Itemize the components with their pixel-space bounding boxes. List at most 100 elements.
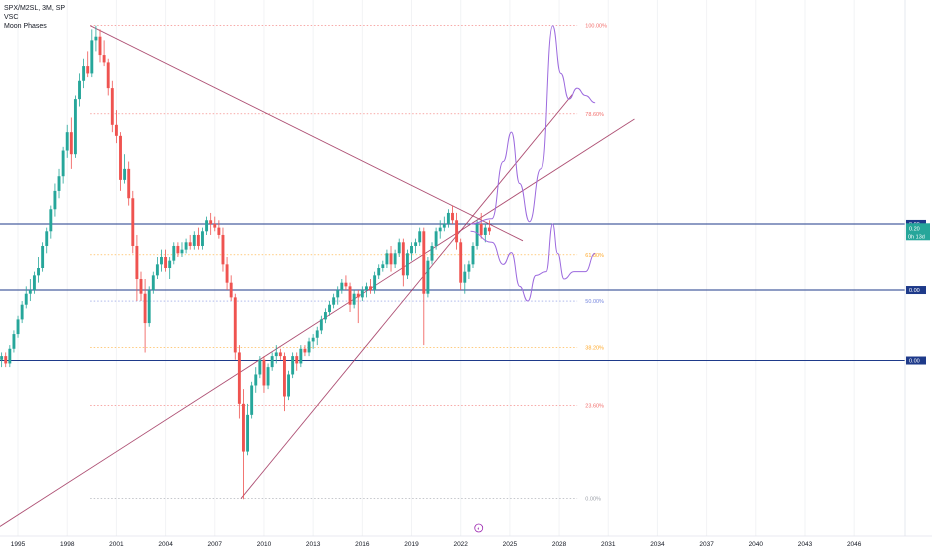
x-tick-label: 2028 (552, 541, 567, 548)
candle-body (451, 212, 454, 221)
candle-body (422, 231, 426, 294)
candle-body (299, 348, 303, 364)
candle-body (176, 245, 180, 254)
candle-body (274, 352, 278, 357)
chart-legend: SPX/M2SL, 3M, SP VSC Moon Phases (4, 4, 65, 31)
indicator-vsc[interactable]: VSC (4, 14, 19, 21)
candle-body (303, 348, 307, 353)
x-tick-label: 2016 (355, 541, 370, 548)
candle-body (225, 264, 229, 283)
candle-body (4, 356, 8, 364)
candle-body (246, 414, 250, 452)
projection-path-upper (470, 25, 596, 225)
candle-body (16, 319, 20, 335)
candle-body (192, 234, 196, 246)
candle-body (348, 286, 352, 305)
candle-body (110, 88, 114, 125)
candle-body (184, 242, 188, 250)
candle-body (151, 275, 155, 291)
candle-body (266, 367, 270, 386)
x-tick-label: 2019 (404, 541, 419, 548)
candle-body (32, 275, 36, 291)
x-tick-label: 1995 (11, 541, 26, 548)
line-price-label: 0.00 (909, 288, 920, 294)
symbol-title[interactable]: SPX/M2SL, 3M, SP (4, 5, 66, 12)
candle-body (78, 80, 81, 100)
candle-body (172, 245, 176, 261)
candle-body (73, 99, 77, 155)
candle-body (69, 132, 73, 155)
indicator-moon-phases[interactable]: Moon Phases (4, 23, 47, 30)
candle-body (381, 264, 385, 268)
candle-body (98, 36, 102, 56)
candle-body (201, 231, 204, 246)
candle-body (295, 356, 299, 364)
candle-body (332, 297, 336, 305)
candle-body (307, 341, 311, 353)
candle-body (393, 253, 397, 265)
candle-body (315, 330, 319, 338)
x-tick-label: 2013 (306, 541, 321, 548)
fib-level-label: 38.20% (585, 345, 604, 351)
candle-body (53, 190, 57, 210)
candle-body (373, 275, 377, 291)
candle-body (90, 40, 94, 74)
x-tick-label: 2007 (208, 541, 223, 548)
candle-body (352, 293, 356, 305)
candle-body (160, 256, 163, 265)
candle-body (102, 55, 106, 63)
candle-body (127, 168, 131, 199)
candle-body (262, 359, 266, 386)
candle-body (250, 385, 254, 415)
candle-body (483, 227, 487, 235)
candle-body (405, 253, 409, 276)
trend-line (240, 94, 573, 499)
candle-body (291, 356, 295, 375)
candle-body (8, 348, 12, 364)
candle-body (319, 319, 323, 331)
x-tick-label: 2025 (503, 541, 518, 548)
fib-level-label: 61.80% (585, 253, 604, 259)
candle-body (360, 290, 364, 298)
candle-body (328, 304, 331, 313)
candle-body (45, 231, 49, 246)
candle-body (233, 297, 237, 353)
candle-body (229, 282, 233, 298)
candle-body (12, 334, 16, 349)
candle-body (459, 242, 463, 283)
candle-body (426, 260, 430, 294)
candle-body (221, 234, 225, 265)
candle-body (147, 290, 151, 324)
x-tick-label: 2037 (699, 541, 714, 548)
candle-body (369, 286, 372, 291)
x-tick-label: 2010 (257, 541, 272, 548)
price-scale (905, 0, 932, 550)
candle-body (168, 260, 172, 268)
line-price-label: 0.00 (909, 359, 920, 365)
candle-body (471, 245, 475, 265)
candle-body (438, 227, 442, 232)
fib-level-label: 100.00% (585, 24, 607, 30)
candle-body (114, 124, 118, 136)
candle-body (389, 253, 393, 265)
candle-body (475, 223, 479, 246)
moon-phase-glyph: ◐ (477, 526, 480, 532)
line-price-tag (906, 286, 926, 295)
candle-body (270, 356, 274, 368)
candle-body (434, 231, 438, 246)
candle-body (155, 264, 159, 276)
candle-body (258, 359, 262, 375)
x-tick-label: 2043 (798, 541, 813, 548)
candle-body (336, 290, 340, 298)
candle-body (446, 212, 450, 224)
x-tick-label: 2031 (601, 541, 616, 548)
candle-body (119, 135, 122, 180)
candle-body (356, 293, 360, 298)
candle-body (311, 337, 315, 342)
candle-body (86, 66, 90, 74)
candle-body (205, 220, 209, 232)
line-price-tag (906, 356, 926, 365)
candle-body (196, 234, 200, 246)
candle-body (385, 253, 389, 265)
